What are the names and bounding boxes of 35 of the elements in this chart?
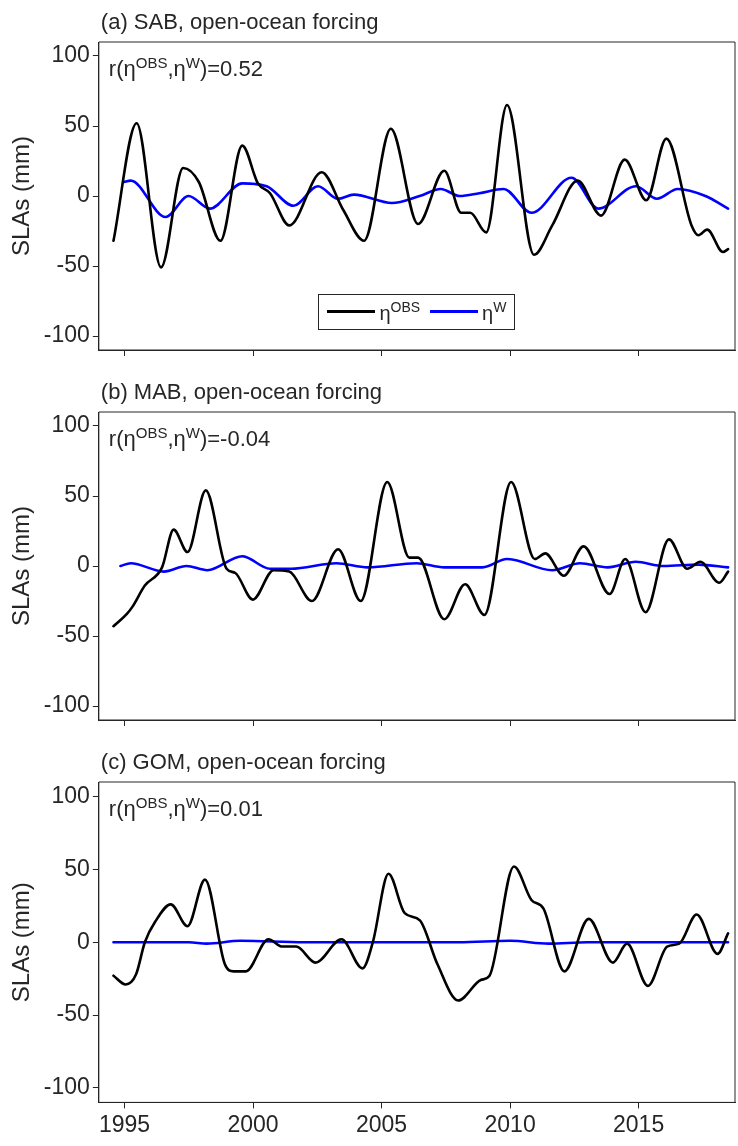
annotation: r(η$^{OBS}$,η$^{W}$)=0.01 bbox=[108, 794, 263, 823]
y-axis-title: SLAs (mm) bbox=[7, 882, 35, 1003]
x-tick-label: 2005 bbox=[355, 1110, 408, 1137]
legend-label: η$^{OBS}$ bbox=[379, 299, 421, 325]
x-tick-label: 2015 bbox=[613, 1110, 665, 1137]
y-tick-label: 0 bbox=[77, 551, 90, 578]
line-series bbox=[119, 554, 730, 573]
y-tick-label: 100 bbox=[51, 41, 90, 68]
y-tick-label: 100 bbox=[51, 781, 90, 808]
chart-title: (a) SAB, open-ocean forcing bbox=[100, 9, 379, 35]
y-tick-label: -50 bbox=[56, 251, 90, 278]
y-tick-label: 50 bbox=[64, 481, 90, 508]
y-axis-title: SLAs (mm) bbox=[7, 136, 35, 256]
y-tick-label: 0 bbox=[77, 927, 90, 954]
y-axis-title: SLAs (mm) bbox=[7, 506, 35, 626]
y-tick-label: -100 bbox=[43, 691, 90, 718]
annotation: r(η$^{OBS}$,η$^{W}$)=-0.04 bbox=[108, 424, 271, 453]
y-tick-label: 0 bbox=[77, 181, 90, 208]
x-tick-label: 2010 bbox=[484, 1110, 536, 1137]
x-tick-label: 2000 bbox=[227, 1110, 279, 1137]
legend-label: η$^{W}$ bbox=[482, 299, 507, 325]
y-tick-label: 100 bbox=[51, 411, 90, 438]
y-tick-label: 50 bbox=[64, 854, 90, 881]
chart-title: (c) GOM, open-ocean forcing bbox=[100, 749, 386, 775]
y-tick-label: -50 bbox=[56, 621, 90, 648]
y-tick-label: -50 bbox=[56, 1000, 90, 1027]
line-series bbox=[112, 103, 730, 269]
y-tick-label: 50 bbox=[64, 111, 90, 138]
chart-title: (b) MAB, open-ocean forcing bbox=[100, 379, 383, 405]
line-series bbox=[112, 480, 730, 628]
y-tick-label: -100 bbox=[43, 1073, 90, 1100]
y-tick-label: -100 bbox=[43, 321, 90, 348]
annotation: r(η$^{OBS}$,η$^{W}$)=0.52 bbox=[108, 54, 263, 83]
x-tick-label: 1995 bbox=[98, 1110, 151, 1137]
line-series bbox=[112, 865, 730, 1002]
